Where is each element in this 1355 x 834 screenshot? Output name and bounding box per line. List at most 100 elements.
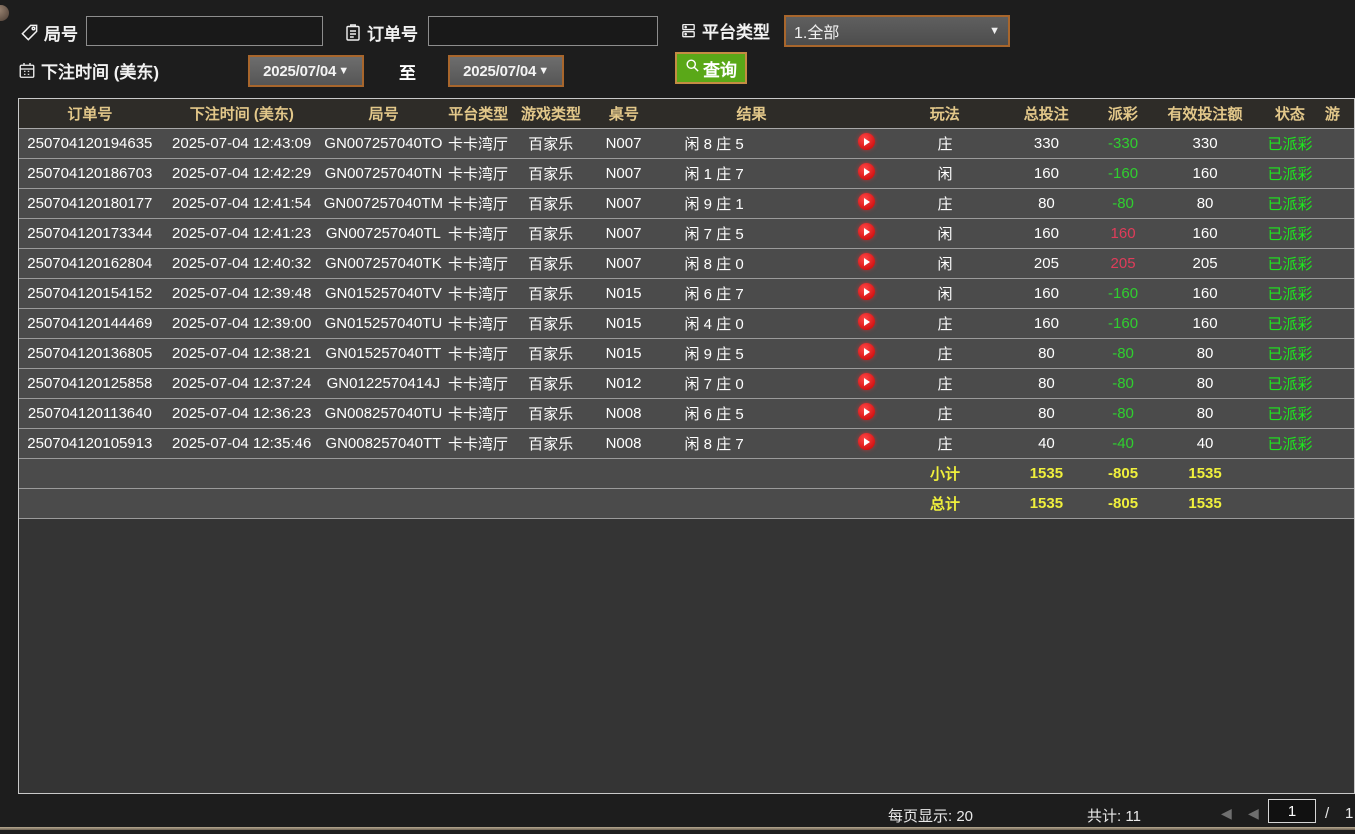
- table-row[interactable]: 250704120173344 2025-07-04 12:41:23 GN0072…: [19, 219, 1354, 249]
- table-row[interactable]: 250704120180177 2025-07-04 12:41:54 GN0072…: [19, 189, 1354, 219]
- cell-round: GN007257040TN: [324, 165, 443, 182]
- cell-replay[interactable]: [846, 133, 889, 154]
- page-number-input[interactable]: 1: [1268, 799, 1316, 823]
- play-icon[interactable]: [858, 223, 876, 240]
- date-range-separator: 至: [399, 64, 416, 83]
- cell-replay[interactable]: [846, 373, 889, 394]
- summary-valid-bet: 1535: [1188, 495, 1222, 512]
- cell-bet-type: 庄: [937, 376, 953, 393]
- bet-time-label-text: 下注时间 (美东): [41, 63, 160, 82]
- cell-order: 250704120180177: [27, 195, 153, 212]
- play-icon[interactable]: [858, 133, 876, 150]
- cell-replay[interactable]: [846, 163, 889, 184]
- col-header-bet-time[interactable]: 下注时间 (美东): [189, 106, 294, 123]
- cell-status: 已派彩: [1267, 406, 1313, 423]
- table-row[interactable]: 250704120105913 2025-07-04 12:35:46 GN0082…: [19, 429, 1354, 459]
- table-summary-row: 总计 1535 -805 1535: [19, 489, 1354, 519]
- cell-bet-type: 庄: [937, 136, 953, 153]
- col-header-valid-bet[interactable]: 有效投注额: [1167, 106, 1243, 123]
- cell-total-bet: 80: [1038, 375, 1055, 392]
- table-row[interactable]: 250704120144469 2025-07-04 12:39:00 GN0152…: [19, 309, 1354, 339]
- cell-payout: -160: [1108, 165, 1139, 182]
- cell-valid-bet: 80: [1196, 195, 1214, 212]
- cell-bet-type: 庄: [937, 196, 953, 213]
- cell-order: 250704120186703: [27, 165, 153, 182]
- cell-platform: 卡卡湾厅: [447, 226, 508, 243]
- col-header-game-type[interactable]: 游戏类型: [521, 106, 582, 123]
- col-header-table-no[interactable]: 桌号: [608, 106, 639, 123]
- cell-replay[interactable]: [846, 403, 889, 424]
- table-row[interactable]: 250704120136805 2025-07-04 12:38:21 GN0152…: [19, 339, 1354, 369]
- query-button[interactable]: 查询: [675, 52, 747, 84]
- cell-total-bet: 80: [1038, 345, 1055, 362]
- play-icon[interactable]: [858, 433, 876, 450]
- cell-payout: -330: [1108, 135, 1139, 152]
- cell-bet-time: 2025-07-04 12:37:24: [172, 375, 312, 392]
- prev-page-button[interactable]: ◀: [1248, 805, 1259, 821]
- play-icon[interactable]: [858, 373, 876, 390]
- table-row[interactable]: 250704120162804 2025-07-04 12:40:32 GN0072…: [19, 249, 1354, 279]
- cell-total-bet: 80: [1038, 195, 1055, 212]
- cell-replay[interactable]: [846, 343, 889, 364]
- play-icon[interactable]: [858, 253, 876, 270]
- cell-payout: 160: [1110, 225, 1136, 242]
- date-from-picker[interactable]: 2025/07/04 ▼: [248, 55, 364, 87]
- cell-order: 250704120125858: [27, 375, 153, 392]
- play-icon[interactable]: [858, 403, 876, 420]
- cell-replay[interactable]: [846, 283, 889, 304]
- cell-bet-time: 2025-07-04 12:41:23: [172, 225, 312, 242]
- table-row[interactable]: 250704120125858 2025-07-04 12:37:24 GN0122…: [19, 369, 1354, 399]
- cell-platform: 卡卡湾厅: [447, 436, 508, 453]
- play-icon[interactable]: [858, 163, 876, 180]
- play-icon[interactable]: [858, 343, 876, 360]
- play-icon[interactable]: [858, 193, 876, 210]
- cell-result: 闲 7 庄 0: [657, 373, 845, 394]
- col-header-status[interactable]: 状态: [1274, 106, 1305, 123]
- cell-replay[interactable]: [846, 433, 889, 454]
- cell-replay[interactable]: [846, 253, 889, 274]
- cell-game-type: 百家乐: [528, 166, 574, 183]
- play-icon[interactable]: [858, 283, 876, 300]
- table-row[interactable]: 250704120113640 2025-07-04 12:36:23 GN0082…: [19, 399, 1354, 429]
- cell-order: 250704120113640: [27, 405, 152, 422]
- table-row[interactable]: 250704120154152 2025-07-04 12:39:48 GN0152…: [19, 279, 1354, 309]
- cell-result-text: 闲 9 庄 1: [684, 196, 744, 213]
- cell-valid-bet: 160: [1192, 165, 1218, 182]
- col-header-payout[interactable]: 派彩: [1107, 106, 1138, 123]
- cell-replay[interactable]: [846, 193, 889, 214]
- tag-icon: [20, 23, 39, 42]
- order-number-input[interactable]: [428, 16, 658, 46]
- round-number-input[interactable]: [86, 16, 323, 46]
- cell-replay[interactable]: [846, 313, 889, 334]
- cell-game-type: 百家乐: [528, 406, 574, 423]
- cell-payout: -160: [1108, 315, 1139, 332]
- platform-type-select[interactable]: 1.全部 ▼: [784, 15, 1010, 47]
- cell-status: 已派彩: [1267, 226, 1313, 243]
- col-header-total-bet[interactable]: 总投注: [1023, 106, 1069, 123]
- cell-result-text: 闲 8 庄 5: [684, 136, 744, 153]
- cell-game-type: 百家乐: [528, 376, 574, 393]
- cell-bet-type: 闲: [937, 256, 953, 273]
- cell-total-bet: 40: [1038, 435, 1055, 452]
- cell-replay[interactable]: [846, 223, 889, 244]
- col-header-round[interactable]: 局号: [368, 106, 399, 123]
- cell-bet-time: 2025-07-04 12:39:48: [172, 285, 312, 302]
- cell-total-bet: 160: [1033, 315, 1059, 332]
- first-page-button[interactable]: ◀: [1221, 805, 1232, 821]
- cell-table-no: N007: [605, 195, 642, 212]
- cell-payout: -80: [1112, 195, 1134, 212]
- col-header-result[interactable]: 结果: [736, 106, 767, 123]
- table-row[interactable]: 250704120186703 2025-07-04 12:42:29 GN0072…: [19, 159, 1354, 189]
- summary-payout: -805: [1108, 465, 1139, 482]
- table-row[interactable]: 250704120194635 2025-07-04 12:43:09 GN0072…: [19, 129, 1354, 159]
- list-icon: [680, 22, 697, 40]
- col-header-overflow[interactable]: 游: [1324, 106, 1340, 123]
- play-icon[interactable]: [858, 313, 876, 330]
- cell-order: 250704120173344: [27, 225, 153, 242]
- cell-payout: -80: [1112, 345, 1134, 362]
- col-header-order[interactable]: 订单号: [67, 106, 113, 123]
- page-separator: /: [1325, 805, 1330, 822]
- date-to-picker[interactable]: 2025/07/04 ▼: [448, 55, 564, 87]
- col-header-bet-type[interactable]: 玩法: [929, 106, 960, 123]
- col-header-platform[interactable]: 平台类型: [448, 106, 509, 123]
